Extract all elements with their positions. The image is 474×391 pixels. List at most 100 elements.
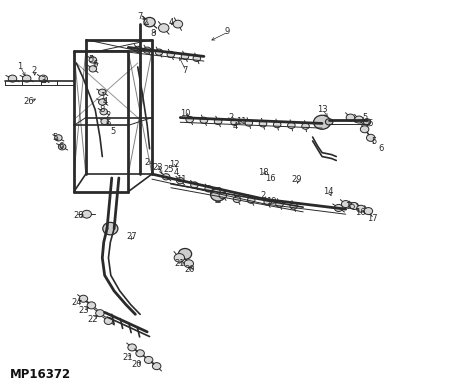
Text: 10: 10 <box>180 109 190 118</box>
Text: 16: 16 <box>356 208 366 217</box>
Circle shape <box>144 18 155 27</box>
Text: 23: 23 <box>78 306 89 315</box>
Circle shape <box>200 117 208 124</box>
Circle shape <box>103 222 118 235</box>
Circle shape <box>158 24 169 32</box>
Circle shape <box>259 121 267 127</box>
Text: 23: 23 <box>152 163 163 172</box>
Text: 4: 4 <box>103 97 108 106</box>
Circle shape <box>134 46 142 52</box>
Text: 9: 9 <box>225 27 230 36</box>
Circle shape <box>87 302 96 309</box>
Text: 5: 5 <box>372 137 377 146</box>
Circle shape <box>290 203 298 209</box>
Circle shape <box>214 118 222 125</box>
Circle shape <box>360 126 369 133</box>
Circle shape <box>350 203 358 210</box>
Text: 17: 17 <box>367 214 377 223</box>
Text: 8: 8 <box>100 105 105 114</box>
Circle shape <box>264 199 272 205</box>
Circle shape <box>184 260 193 267</box>
Text: 20: 20 <box>184 265 195 274</box>
Circle shape <box>176 178 184 184</box>
Circle shape <box>302 123 310 129</box>
Circle shape <box>145 357 153 363</box>
Circle shape <box>89 57 97 63</box>
Circle shape <box>99 99 106 105</box>
Circle shape <box>181 53 189 59</box>
Circle shape <box>39 75 47 82</box>
Circle shape <box>341 201 350 208</box>
Text: 24: 24 <box>145 158 155 167</box>
Text: 20: 20 <box>132 360 142 369</box>
Circle shape <box>173 20 182 28</box>
Text: 6: 6 <box>106 119 111 128</box>
Circle shape <box>136 350 145 357</box>
Text: 26: 26 <box>24 97 34 106</box>
Text: 6: 6 <box>378 144 384 153</box>
Text: 12: 12 <box>169 160 180 169</box>
Text: 25: 25 <box>163 165 174 174</box>
Circle shape <box>205 186 212 192</box>
Circle shape <box>346 114 355 121</box>
Circle shape <box>167 51 174 57</box>
Text: 13: 13 <box>317 105 328 114</box>
Circle shape <box>82 210 91 218</box>
Text: 21: 21 <box>122 353 133 362</box>
Circle shape <box>276 201 283 207</box>
Circle shape <box>231 119 238 126</box>
Circle shape <box>8 75 17 82</box>
Circle shape <box>153 362 161 369</box>
Circle shape <box>79 295 88 302</box>
Text: MP16372: MP16372 <box>10 368 71 380</box>
Circle shape <box>219 192 227 199</box>
Text: 2: 2 <box>228 113 234 122</box>
Circle shape <box>314 115 330 129</box>
Circle shape <box>96 310 104 317</box>
Circle shape <box>366 135 375 141</box>
Text: 2: 2 <box>31 66 36 75</box>
Text: 18: 18 <box>258 168 268 177</box>
Text: 7: 7 <box>182 66 188 75</box>
Circle shape <box>174 253 184 262</box>
Text: 15: 15 <box>345 202 356 211</box>
Text: 19: 19 <box>266 197 276 206</box>
Circle shape <box>288 122 295 129</box>
Text: 2: 2 <box>142 18 147 27</box>
Text: 5: 5 <box>53 133 58 142</box>
Text: 8: 8 <box>150 29 155 38</box>
Text: 1: 1 <box>100 91 105 100</box>
Circle shape <box>364 208 373 215</box>
Text: 29: 29 <box>292 176 302 185</box>
Circle shape <box>55 135 62 141</box>
Circle shape <box>334 204 343 212</box>
Text: 2: 2 <box>260 191 265 200</box>
Circle shape <box>100 109 108 115</box>
Circle shape <box>99 89 106 95</box>
Circle shape <box>58 143 66 150</box>
Text: 2: 2 <box>106 111 111 120</box>
Circle shape <box>144 47 151 53</box>
Circle shape <box>128 344 137 351</box>
Text: 22: 22 <box>88 314 98 323</box>
Text: 5: 5 <box>89 55 94 64</box>
Text: 28: 28 <box>74 211 84 220</box>
Text: 6: 6 <box>368 119 373 128</box>
Text: 16: 16 <box>265 174 275 183</box>
Circle shape <box>273 122 281 128</box>
Text: 27: 27 <box>127 232 137 241</box>
Text: 11: 11 <box>237 117 247 126</box>
Circle shape <box>233 196 241 203</box>
Circle shape <box>178 249 191 259</box>
Text: 4: 4 <box>174 169 179 178</box>
Text: 24: 24 <box>71 298 82 307</box>
Circle shape <box>325 119 333 125</box>
Circle shape <box>363 119 371 125</box>
Text: 6: 6 <box>58 142 64 151</box>
Circle shape <box>89 66 97 72</box>
Text: 4: 4 <box>168 18 173 27</box>
Circle shape <box>193 55 201 61</box>
Text: 5: 5 <box>362 113 367 122</box>
Text: 11: 11 <box>176 175 187 184</box>
Circle shape <box>245 120 253 126</box>
